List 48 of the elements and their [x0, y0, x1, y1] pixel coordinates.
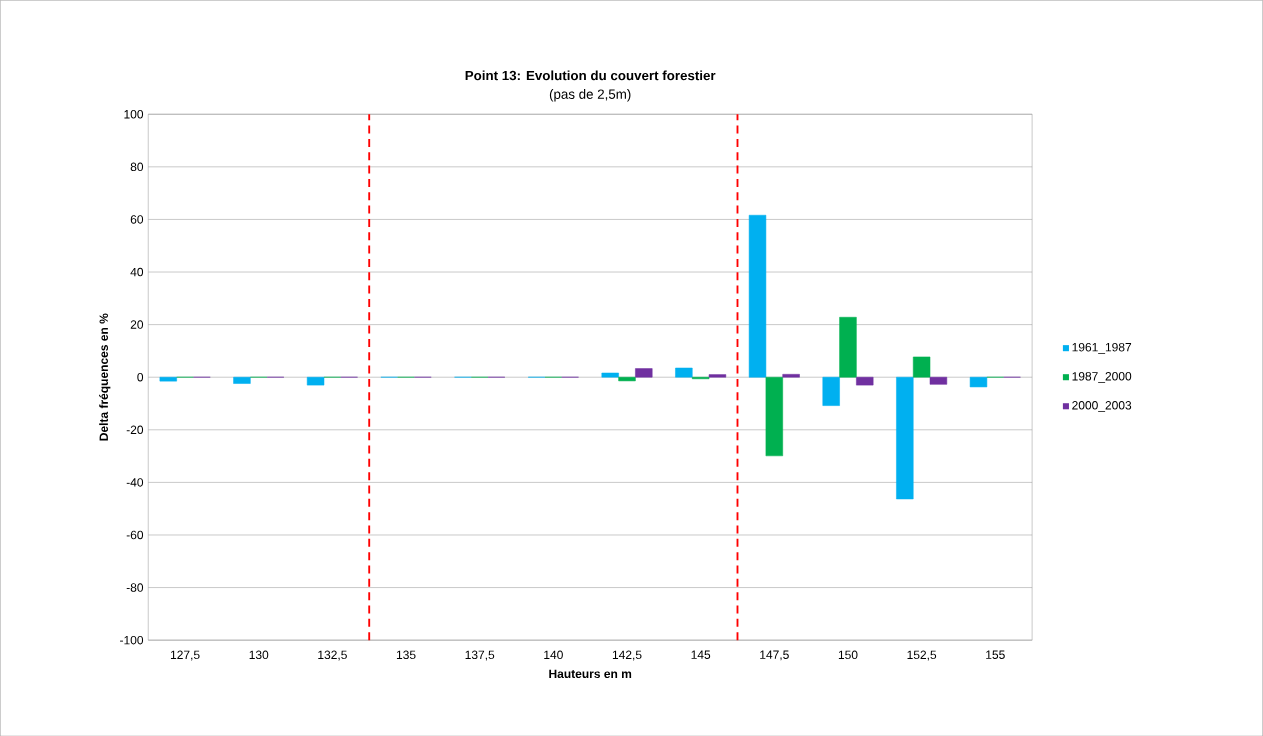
y-tick-label: 0	[137, 372, 144, 382]
bar	[765, 376, 783, 456]
x-tick-label: 137,5	[465, 650, 495, 661]
x-tick-label: 132,5	[318, 650, 347, 661]
bar	[969, 376, 988, 388]
bar	[896, 376, 914, 500]
y-tick-label: 80	[130, 162, 144, 171]
y-axis-title: Delta fréquences en %	[99, 313, 111, 441]
bar	[159, 376, 177, 382]
bar	[306, 376, 325, 386]
bar	[635, 368, 653, 378]
y-tick-label: 60	[130, 214, 144, 224]
bar	[675, 367, 693, 378]
legend-label: 2000_2003	[1072, 400, 1132, 412]
legend-label: 1987_2000	[1072, 371, 1132, 383]
y-tick-label: 100	[124, 109, 144, 119]
bar	[601, 372, 619, 378]
bar	[929, 376, 948, 385]
x-tick-label: 140	[544, 650, 563, 659]
x-tick-label: 135	[396, 650, 416, 659]
x-tick-label: 145	[691, 650, 711, 659]
chart-title: Point 13: Evolution du couvert forestier	[465, 70, 716, 81]
chart-subtitle: (pas de 2,5m)	[549, 88, 631, 102]
x-axis-title: Hauteurs en m	[549, 669, 632, 678]
bar	[233, 376, 251, 384]
x-tick-label: 142,5	[612, 650, 642, 661]
x-tick-label: 127,5	[170, 650, 200, 661]
bar	[708, 374, 727, 378]
legend-label: 1961_1987	[1072, 342, 1132, 354]
bar	[822, 376, 840, 406]
bar	[782, 373, 800, 378]
y-tick-label: 40	[130, 267, 144, 277]
x-tick-label: 150	[838, 650, 858, 659]
y-tick-label: -20	[126, 425, 144, 434]
x-tick-label: 130	[249, 650, 269, 659]
y-tick-label: 20	[130, 320, 144, 329]
y-tick-label: -40	[126, 477, 144, 487]
x-tick-label: 155	[986, 650, 1005, 659]
bar	[839, 316, 857, 378]
y-tick-label: -100	[120, 635, 144, 645]
y-tick-label: -60	[126, 530, 144, 540]
bar	[912, 356, 931, 378]
x-tick-label: 147,5	[760, 650, 789, 661]
bar	[748, 214, 767, 378]
x-tick-label: 152,5	[907, 650, 937, 661]
bar	[856, 376, 874, 386]
y-tick-label: -80	[126, 583, 144, 592]
bar	[618, 376, 636, 381]
